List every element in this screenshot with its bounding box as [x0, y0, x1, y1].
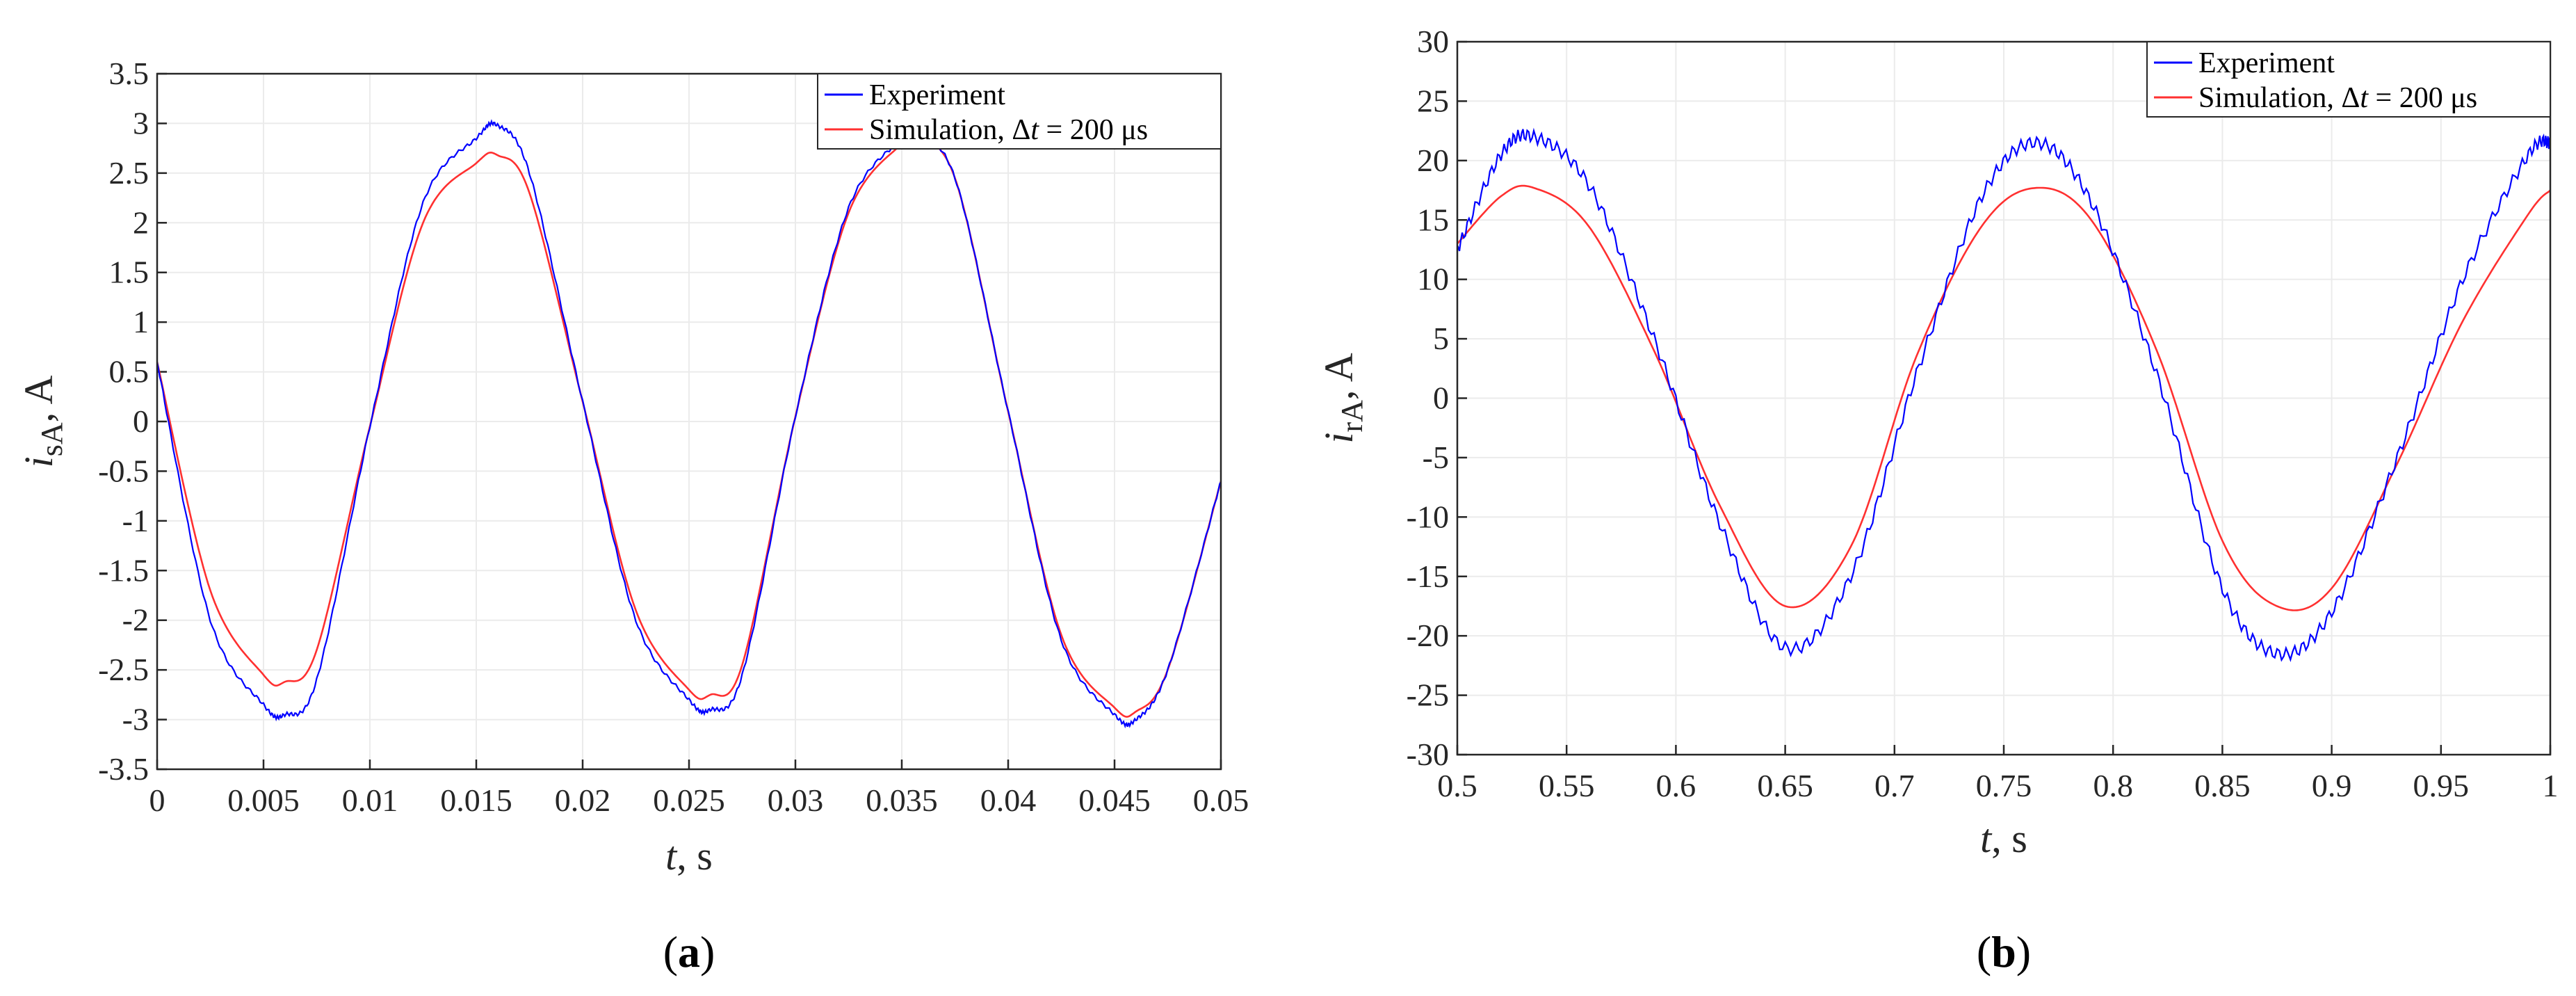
- plot-frame: [1456, 40, 2552, 756]
- x-tick-label: 0.5: [1437, 768, 1477, 803]
- y-tick-label: -1: [122, 503, 149, 538]
- y-tick-label: 0.5: [109, 354, 149, 389]
- y-tick-label: -2.5: [98, 652, 149, 687]
- y-tick-label: 30: [1417, 24, 1449, 59]
- y-tick-label: 3.5: [109, 56, 149, 91]
- series-simulation-line: [157, 131, 1221, 718]
- x-tick-label: 0.035: [866, 782, 938, 818]
- y-tick-label: -2: [122, 602, 149, 638]
- x-axis-label: t, s: [665, 833, 713, 878]
- x-tick-label: 1: [2543, 768, 2559, 803]
- y-tick-label: -15: [1407, 559, 1449, 594]
- x-tick-label: 0.025: [653, 782, 725, 818]
- y-tick-label: -1.5: [98, 552, 149, 588]
- x-tick-label: 0.65: [1757, 768, 1813, 803]
- y-axis-label: irA, A: [1316, 353, 1369, 443]
- y-axis-label: isA, A: [16, 376, 69, 468]
- y-tick-label: 25: [1417, 83, 1449, 118]
- legend-label-experiment: Experiment: [2198, 47, 2335, 79]
- x-tick-label: 0.005: [227, 782, 300, 818]
- y-tick-label: 3: [133, 105, 149, 140]
- y-tick-label: 2: [133, 204, 149, 240]
- chart-a: -3.5 -3 -2.5 -2 -1.5 -1 -0.5 0 0.5 1 1.5 2 2.5 3 3.5 0 0…: [16, 56, 1249, 977]
- legend-box: [817, 73, 1222, 150]
- x-tick-label: 0.55: [1539, 768, 1595, 803]
- y-tick-label: 0: [133, 403, 149, 439]
- series-experiment-line: [157, 119, 1221, 729]
- panel-label: (a): [663, 927, 715, 977]
- x-axis-label: t, s: [1980, 816, 2027, 861]
- x-tick-label: 0.85: [2194, 768, 2251, 803]
- x-tick-label: 0: [149, 782, 165, 818]
- x-tick-label: 0.045: [1078, 782, 1151, 818]
- y-tick-label: 20: [1417, 143, 1449, 178]
- y-tick-label: -5: [1423, 440, 1449, 475]
- x-tick-label: 0.015: [440, 782, 512, 818]
- legend-label-simulation: Simulation, Δt = 200 μs: [869, 114, 1148, 146]
- chart-b: -30 -25 -20 -15 -10 -5 0 5 10 15 20 25 30 0.5 0.55 0.6 0…: [1316, 24, 2559, 977]
- y-tick-label: -0.5: [98, 453, 149, 488]
- x-tick-label: 0.02: [555, 782, 611, 818]
- y-tick-label: -3: [122, 702, 149, 737]
- series-experiment-line: [1457, 127, 2550, 663]
- y-tick-label: -30: [1407, 737, 1449, 772]
- y-tick-label: -20: [1407, 618, 1449, 653]
- y-tick-label: 1.5: [109, 255, 149, 290]
- x-tick-label: 0.7: [1874, 768, 1915, 803]
- y-tick-label: 0: [1433, 380, 1449, 416]
- y-tick-label: 2.5: [109, 155, 149, 191]
- x-tick-label: 0.01: [342, 782, 398, 818]
- legend-label-experiment: Experiment: [869, 79, 1005, 111]
- y-tick-label: 15: [1417, 202, 1449, 237]
- y-tick-label: -10: [1407, 499, 1449, 534]
- y-tick-label: -25: [1407, 677, 1449, 713]
- legend-label-simulation: Simulation, Δt = 200 μs: [2198, 82, 2477, 114]
- x-tick-label: 0.75: [1976, 768, 2032, 803]
- y-tick-label: 10: [1417, 262, 1449, 297]
- legend-box: [2146, 41, 2551, 118]
- x-tick-label: 0.05: [1193, 782, 1249, 818]
- y-tick-label: -3.5: [98, 751, 149, 787]
- y-tick-label: 5: [1433, 321, 1449, 356]
- x-tick-label: 0.8: [2093, 768, 2133, 803]
- x-tick-label: 0.03: [768, 782, 824, 818]
- panel-label: (b): [1977, 927, 2031, 977]
- x-tick-label: 0.9: [2312, 768, 2352, 803]
- x-tick-label: 0.6: [1656, 768, 1696, 803]
- plot-frame: [156, 72, 1222, 771]
- y-tick-label: 1: [133, 304, 149, 339]
- x-tick-label: 0.95: [2413, 768, 2470, 803]
- x-tick-label: 0.04: [980, 782, 1037, 818]
